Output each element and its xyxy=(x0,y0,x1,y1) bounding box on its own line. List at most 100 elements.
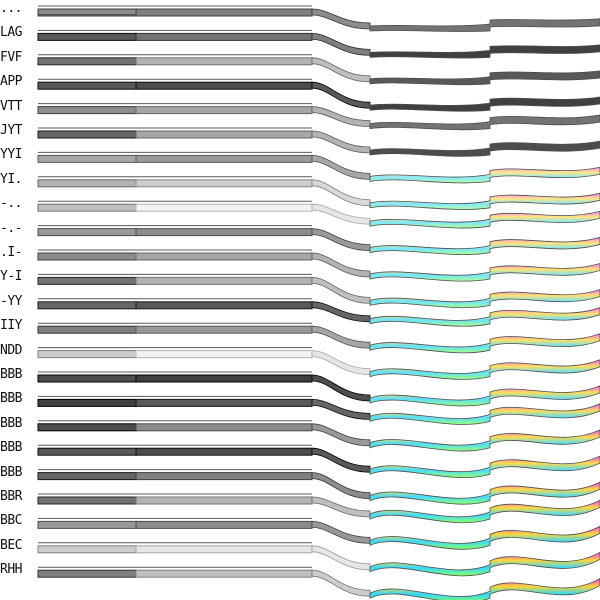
band-segment xyxy=(135,154,313,163)
band-segment xyxy=(135,350,313,359)
band-row xyxy=(37,273,600,309)
band-segment xyxy=(37,447,137,456)
band-segment xyxy=(135,106,313,115)
band-wave xyxy=(369,289,600,309)
band-segment xyxy=(135,301,313,310)
band-segment xyxy=(37,32,137,41)
band-transition xyxy=(311,398,371,420)
band-row xyxy=(37,151,600,184)
band-segment xyxy=(135,374,313,383)
band-segment xyxy=(37,545,137,554)
band-segment xyxy=(135,276,313,285)
band-segment xyxy=(135,57,313,66)
band-transition xyxy=(311,496,371,518)
band-segment xyxy=(37,57,137,66)
band-row xyxy=(37,103,600,131)
band-segment xyxy=(135,569,313,578)
band-row xyxy=(37,469,600,505)
band-segment xyxy=(135,179,313,188)
band-transition xyxy=(311,179,371,207)
band-transition xyxy=(311,32,371,56)
band-row xyxy=(37,322,600,354)
band-wave xyxy=(369,237,600,255)
band-transition xyxy=(311,203,371,225)
band-wave xyxy=(369,166,600,184)
band-segment xyxy=(37,350,137,359)
band-wave xyxy=(369,140,600,157)
band-segment xyxy=(37,520,137,529)
band-segment xyxy=(37,325,137,334)
band-row xyxy=(37,347,600,380)
band-wave xyxy=(369,525,600,550)
band-wave xyxy=(369,385,600,407)
band-segment xyxy=(37,106,137,115)
band-segment xyxy=(135,447,313,456)
band-row xyxy=(37,78,600,112)
band-wave xyxy=(369,429,600,452)
band-transition xyxy=(311,350,371,376)
band-row xyxy=(37,249,600,282)
band-transition xyxy=(311,325,371,349)
band-wave xyxy=(369,481,600,505)
band-wave xyxy=(369,359,600,380)
band-segment xyxy=(37,130,137,139)
band-transition xyxy=(311,276,371,304)
band-segment xyxy=(37,398,137,407)
band-segment xyxy=(37,569,137,578)
band-row xyxy=(37,395,600,425)
band-wave xyxy=(369,577,600,600)
band-segment xyxy=(135,252,313,261)
band-row xyxy=(37,176,600,210)
band-row xyxy=(37,517,600,550)
band-row xyxy=(37,200,600,229)
band-row xyxy=(37,493,600,524)
band-wave xyxy=(369,551,600,577)
band-wave xyxy=(369,18,600,32)
band-row xyxy=(37,420,600,452)
band-row xyxy=(37,444,600,478)
band-segment xyxy=(37,179,137,188)
band-transition xyxy=(311,106,371,128)
band-wave xyxy=(369,70,600,86)
band-wave xyxy=(369,499,600,524)
band-segment xyxy=(135,203,313,212)
band-row xyxy=(37,5,600,32)
band-transition xyxy=(311,520,371,544)
band-transition xyxy=(311,447,371,473)
band-segment xyxy=(37,81,137,90)
band-segment xyxy=(37,203,137,212)
band-wave xyxy=(369,96,600,112)
band-wave xyxy=(369,333,600,354)
band-segment xyxy=(37,423,137,432)
band-transition xyxy=(311,130,371,154)
band-wave xyxy=(369,455,600,478)
band-transition xyxy=(311,545,371,571)
band-transition xyxy=(311,8,371,30)
band-wave xyxy=(369,192,600,210)
band-row xyxy=(37,29,600,59)
band-row xyxy=(37,566,600,600)
band-transition xyxy=(311,423,371,447)
band-wave xyxy=(369,263,600,282)
band-segment xyxy=(135,228,313,237)
band-transition xyxy=(311,252,371,278)
band-segment xyxy=(135,32,313,41)
band-transition xyxy=(311,472,371,500)
band-row xyxy=(37,542,600,577)
band-segment xyxy=(135,520,313,529)
band-segment xyxy=(135,496,313,505)
band-segment xyxy=(37,228,137,237)
band-segment xyxy=(135,545,313,554)
band-segment xyxy=(37,252,137,261)
band-segment xyxy=(135,423,313,432)
band-segment xyxy=(37,276,137,285)
band-segment xyxy=(37,301,137,310)
band-segment xyxy=(135,130,313,139)
band-transition xyxy=(311,374,371,402)
band-row xyxy=(37,298,600,327)
band-transition xyxy=(311,228,371,252)
band-transition xyxy=(311,154,371,180)
band-transition xyxy=(311,81,371,109)
band-segment xyxy=(37,496,137,505)
